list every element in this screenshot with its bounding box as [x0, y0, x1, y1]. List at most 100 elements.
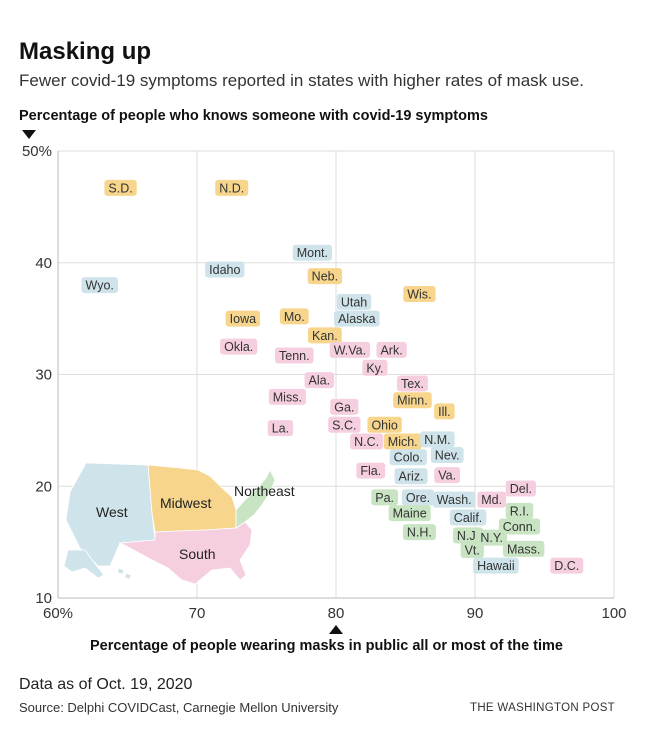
data-point: Conn. — [498, 518, 541, 535]
data-point-marker — [505, 502, 534, 519]
data-point: Va. — [434, 467, 461, 484]
data-point-label: Ark. — [380, 343, 402, 357]
data-point-marker — [401, 489, 435, 506]
data-point-label: S.C. — [332, 418, 356, 432]
data-point-label: Tex. — [401, 377, 424, 391]
data-point: Mont. — [292, 244, 333, 261]
data-point-marker — [362, 359, 388, 376]
data-point: Ore. — [401, 489, 435, 506]
data-point-label: N.M. — [424, 433, 450, 447]
data-point-marker — [350, 433, 384, 450]
x-axis-marker-icon — [329, 625, 343, 634]
data-point: N.D. — [215, 179, 249, 196]
data-point: Hawaii — [473, 557, 519, 574]
publisher-credit: THE WASHINGTON POST — [470, 702, 615, 714]
data-point-marker — [383, 433, 422, 450]
data-point-marker — [328, 416, 361, 433]
y-axis-label: Percentage of people who knows someone w… — [19, 108, 488, 124]
data-point-label: Calif. — [454, 511, 482, 525]
data-point: S.C. — [328, 416, 361, 433]
data-point-marker — [376, 341, 407, 358]
chart-subtitle: Fewer covid-19 symptoms reported in stat… — [19, 71, 585, 90]
data-point-label: Wash. — [437, 493, 472, 507]
data-point-marker — [403, 286, 436, 303]
data-point-label: Tenn. — [279, 349, 310, 363]
data-point-label: Ga. — [334, 400, 354, 414]
data-point-label: Iowa — [230, 312, 256, 326]
data-point-label: N.D. — [219, 181, 244, 195]
data-point: Alaska — [334, 310, 380, 327]
data-point-label: Okla. — [224, 340, 253, 354]
data-point: Del. — [505, 480, 536, 497]
data-point-label: R.I. — [510, 504, 529, 518]
data-point-marker — [205, 261, 245, 278]
data-point-label: N.J. — [457, 529, 479, 543]
data-point: Fla. — [356, 462, 386, 479]
data-point-label: La. — [272, 422, 289, 436]
map-region-hawaii — [117, 567, 132, 580]
data-point-label: Ariz. — [399, 470, 424, 484]
data-point: N.M. — [420, 431, 455, 448]
data-point-marker — [502, 540, 545, 557]
data-point-label: Conn. — [503, 520, 536, 534]
data-point-marker — [329, 341, 371, 358]
x-tick-label: 100 — [601, 605, 626, 622]
data-point-marker — [389, 449, 427, 466]
data-point: Ark. — [376, 341, 407, 358]
data-point-label: N.H. — [407, 526, 432, 540]
data-point-marker — [396, 375, 428, 392]
data-point-label: Pa. — [375, 491, 394, 505]
data-point-label: Minn. — [397, 394, 428, 408]
data-point-label: Ohio — [371, 418, 397, 432]
data-point: Minn. — [393, 392, 432, 409]
map-label-midwest: Midwest — [160, 495, 211, 511]
data-point-label: Ky. — [366, 361, 383, 375]
data-point: Miss. — [268, 388, 306, 405]
data-point-marker — [430, 446, 464, 463]
data-point-label: Md. — [481, 493, 502, 507]
data-point-marker — [476, 529, 508, 546]
map-label-south: South — [179, 546, 216, 562]
data-point-label: Wis. — [407, 288, 431, 302]
data-point-marker — [460, 541, 484, 558]
data-point-marker — [434, 403, 455, 420]
data-point: N.Y. — [476, 529, 508, 546]
data-point-label: N.C. — [354, 435, 379, 449]
data-point-label: Wyo. — [86, 279, 114, 293]
y-tick-label: 10 — [35, 590, 52, 607]
y-tick-label: 50% — [22, 143, 52, 160]
data-point-label: Alaska — [338, 312, 376, 326]
data-point: Iowa — [225, 310, 261, 327]
data-point-marker — [452, 527, 484, 544]
data-point: Pa. — [371, 489, 399, 506]
data-point-marker — [304, 372, 335, 389]
data-point-label: Utah — [341, 295, 367, 309]
data-point: La. — [267, 420, 294, 437]
data-point: Mo. — [279, 308, 309, 325]
data-point: Mass. — [502, 540, 545, 557]
data-point-marker — [371, 489, 399, 506]
data-point-label: Mass. — [507, 542, 540, 556]
data-point-label: Fla. — [360, 464, 381, 478]
y-tick-label: 20 — [35, 478, 52, 495]
data-point: Ky. — [362, 359, 388, 376]
data-point: Md. — [477, 491, 507, 508]
data-point: Wis. — [403, 286, 436, 303]
data-labels: S.D. N.D. Wyo. Idaho Mont. Neb. Wis. Utah Alaska… — [81, 179, 584, 574]
data-point: Ga. — [330, 398, 359, 415]
map-region-alaska — [63, 549, 105, 579]
data-point-label: Hawaii — [477, 559, 515, 573]
data-point-marker — [275, 347, 314, 364]
data-point: Vt. — [460, 541, 484, 558]
source-note: Source: Delphi COVIDCast, Carnegie Mello… — [19, 700, 339, 715]
data-point-label: Colo. — [394, 451, 423, 465]
data-point: Ala. — [304, 372, 335, 389]
data-point: N.J. — [452, 527, 484, 544]
data-point: Nev. — [430, 446, 464, 463]
data-point-marker — [336, 293, 372, 310]
data-point-label: Vt. — [465, 543, 480, 557]
data-point-marker — [498, 518, 541, 535]
data-point-label: S.D. — [108, 181, 132, 195]
data-point: W.Va. — [329, 341, 371, 358]
